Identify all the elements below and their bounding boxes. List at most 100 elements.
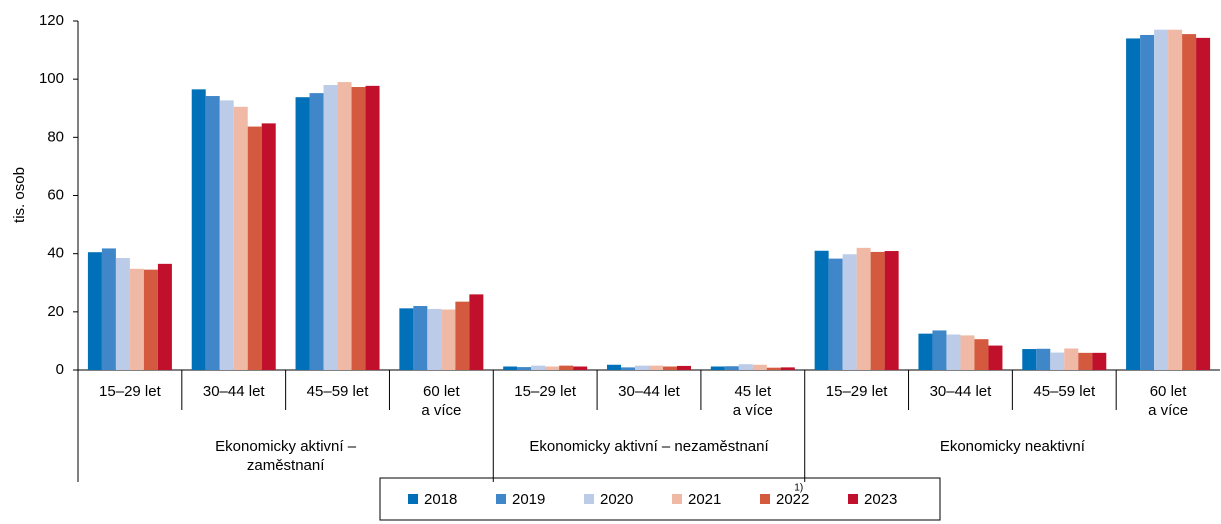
bar	[649, 365, 663, 370]
bar	[129, 268, 144, 370]
bar	[988, 345, 1003, 370]
bar	[663, 366, 677, 370]
legend-swatch	[496, 494, 506, 504]
legend-swatch	[408, 494, 418, 504]
x-tick-label: 15–29 let	[514, 383, 577, 400]
x-tick-label: 45 let a více	[732, 383, 773, 419]
bar	[261, 123, 276, 370]
bar	[413, 306, 428, 370]
bar	[233, 106, 248, 370]
bar	[191, 89, 206, 371]
legend-box	[379, 477, 941, 521]
legend-label: 2019	[512, 491, 545, 508]
bar	[766, 367, 781, 370]
bar	[517, 367, 532, 370]
bar	[1168, 29, 1183, 370]
bar	[427, 308, 442, 370]
legend-swatch	[584, 494, 594, 504]
bar	[309, 93, 324, 371]
y-tick-label: 0	[56, 361, 64, 378]
bar	[635, 365, 649, 370]
bar	[365, 85, 380, 370]
legend-label: 2023	[864, 491, 897, 508]
bar	[247, 126, 262, 370]
bar	[856, 247, 871, 370]
bar	[724, 366, 739, 370]
bar	[115, 258, 130, 370]
bar	[1182, 34, 1197, 371]
bar	[710, 366, 725, 370]
bar	[677, 365, 691, 370]
legend-label: 2020	[600, 491, 633, 508]
y-axis-title: tis. osob	[11, 167, 28, 223]
bar	[946, 334, 961, 370]
bar	[157, 263, 172, 370]
group-label: Ekonomicky aktivní – zaměstnaní	[215, 438, 357, 474]
bar	[960, 335, 975, 370]
bar	[1050, 352, 1065, 370]
bar	[932, 330, 947, 370]
y-tick-label: 40	[47, 245, 64, 262]
bar	[1022, 349, 1037, 370]
bar	[1092, 352, 1107, 370]
bar	[503, 366, 518, 370]
bar	[814, 250, 829, 370]
bar	[828, 258, 843, 370]
y-tick-label: 100	[39, 70, 64, 87]
bar	[545, 366, 560, 370]
bar	[621, 367, 635, 370]
legend-label: 2018	[424, 491, 457, 508]
bar	[842, 254, 857, 370]
x-tick-label: 45–59 let	[1033, 383, 1096, 400]
bar	[870, 251, 885, 370]
bar	[1140, 34, 1155, 371]
x-tick-label: 15–29 let	[99, 383, 161, 400]
y-tick-label: 80	[47, 128, 64, 145]
bar	[1126, 38, 1141, 370]
group-label: Ekonomicky aktivní – nezaměstnaní	[529, 438, 769, 455]
bar	[1036, 348, 1051, 370]
legend-label: 2022	[776, 491, 809, 508]
bar	[1196, 37, 1211, 370]
footnote-mark: 1)	[794, 483, 803, 494]
legend-swatch	[848, 494, 858, 504]
bar	[884, 251, 899, 370]
bar	[205, 96, 220, 370]
legend-label: 2021	[688, 491, 721, 508]
bar	[1064, 348, 1079, 370]
bar	[455, 301, 470, 370]
bar	[219, 100, 234, 371]
bar	[559, 365, 574, 370]
legend-swatch	[760, 494, 770, 504]
bar	[1154, 29, 1169, 370]
bar	[441, 309, 456, 370]
bar	[143, 269, 158, 370]
bar	[1078, 352, 1093, 370]
bar	[399, 308, 414, 370]
bar	[780, 367, 795, 370]
y-tick-label: 120	[39, 12, 64, 29]
bar	[469, 294, 484, 370]
bar	[918, 333, 933, 370]
bar	[295, 97, 310, 370]
bar	[607, 364, 621, 370]
bar	[738, 364, 753, 370]
x-tick-label: 60 let a více	[421, 383, 462, 419]
bar	[337, 82, 352, 370]
bar	[531, 365, 546, 370]
x-tick-label: 45–59 let	[306, 383, 369, 400]
y-tick-label: 60	[47, 186, 64, 203]
x-tick-label: 60 let a více	[1148, 383, 1189, 419]
bar	[351, 87, 366, 370]
bar	[752, 364, 767, 370]
bar	[87, 252, 102, 370]
x-tick-label: 30–44 let	[929, 383, 992, 400]
x-tick-label: 15–29 let	[825, 383, 888, 400]
x-tick-label: 30–44 let	[202, 383, 265, 400]
y-tick-label: 20	[47, 303, 64, 320]
bar	[101, 248, 116, 370]
bar	[323, 84, 338, 370]
group-label: Ekonomicky neaktivní	[939, 438, 1085, 455]
